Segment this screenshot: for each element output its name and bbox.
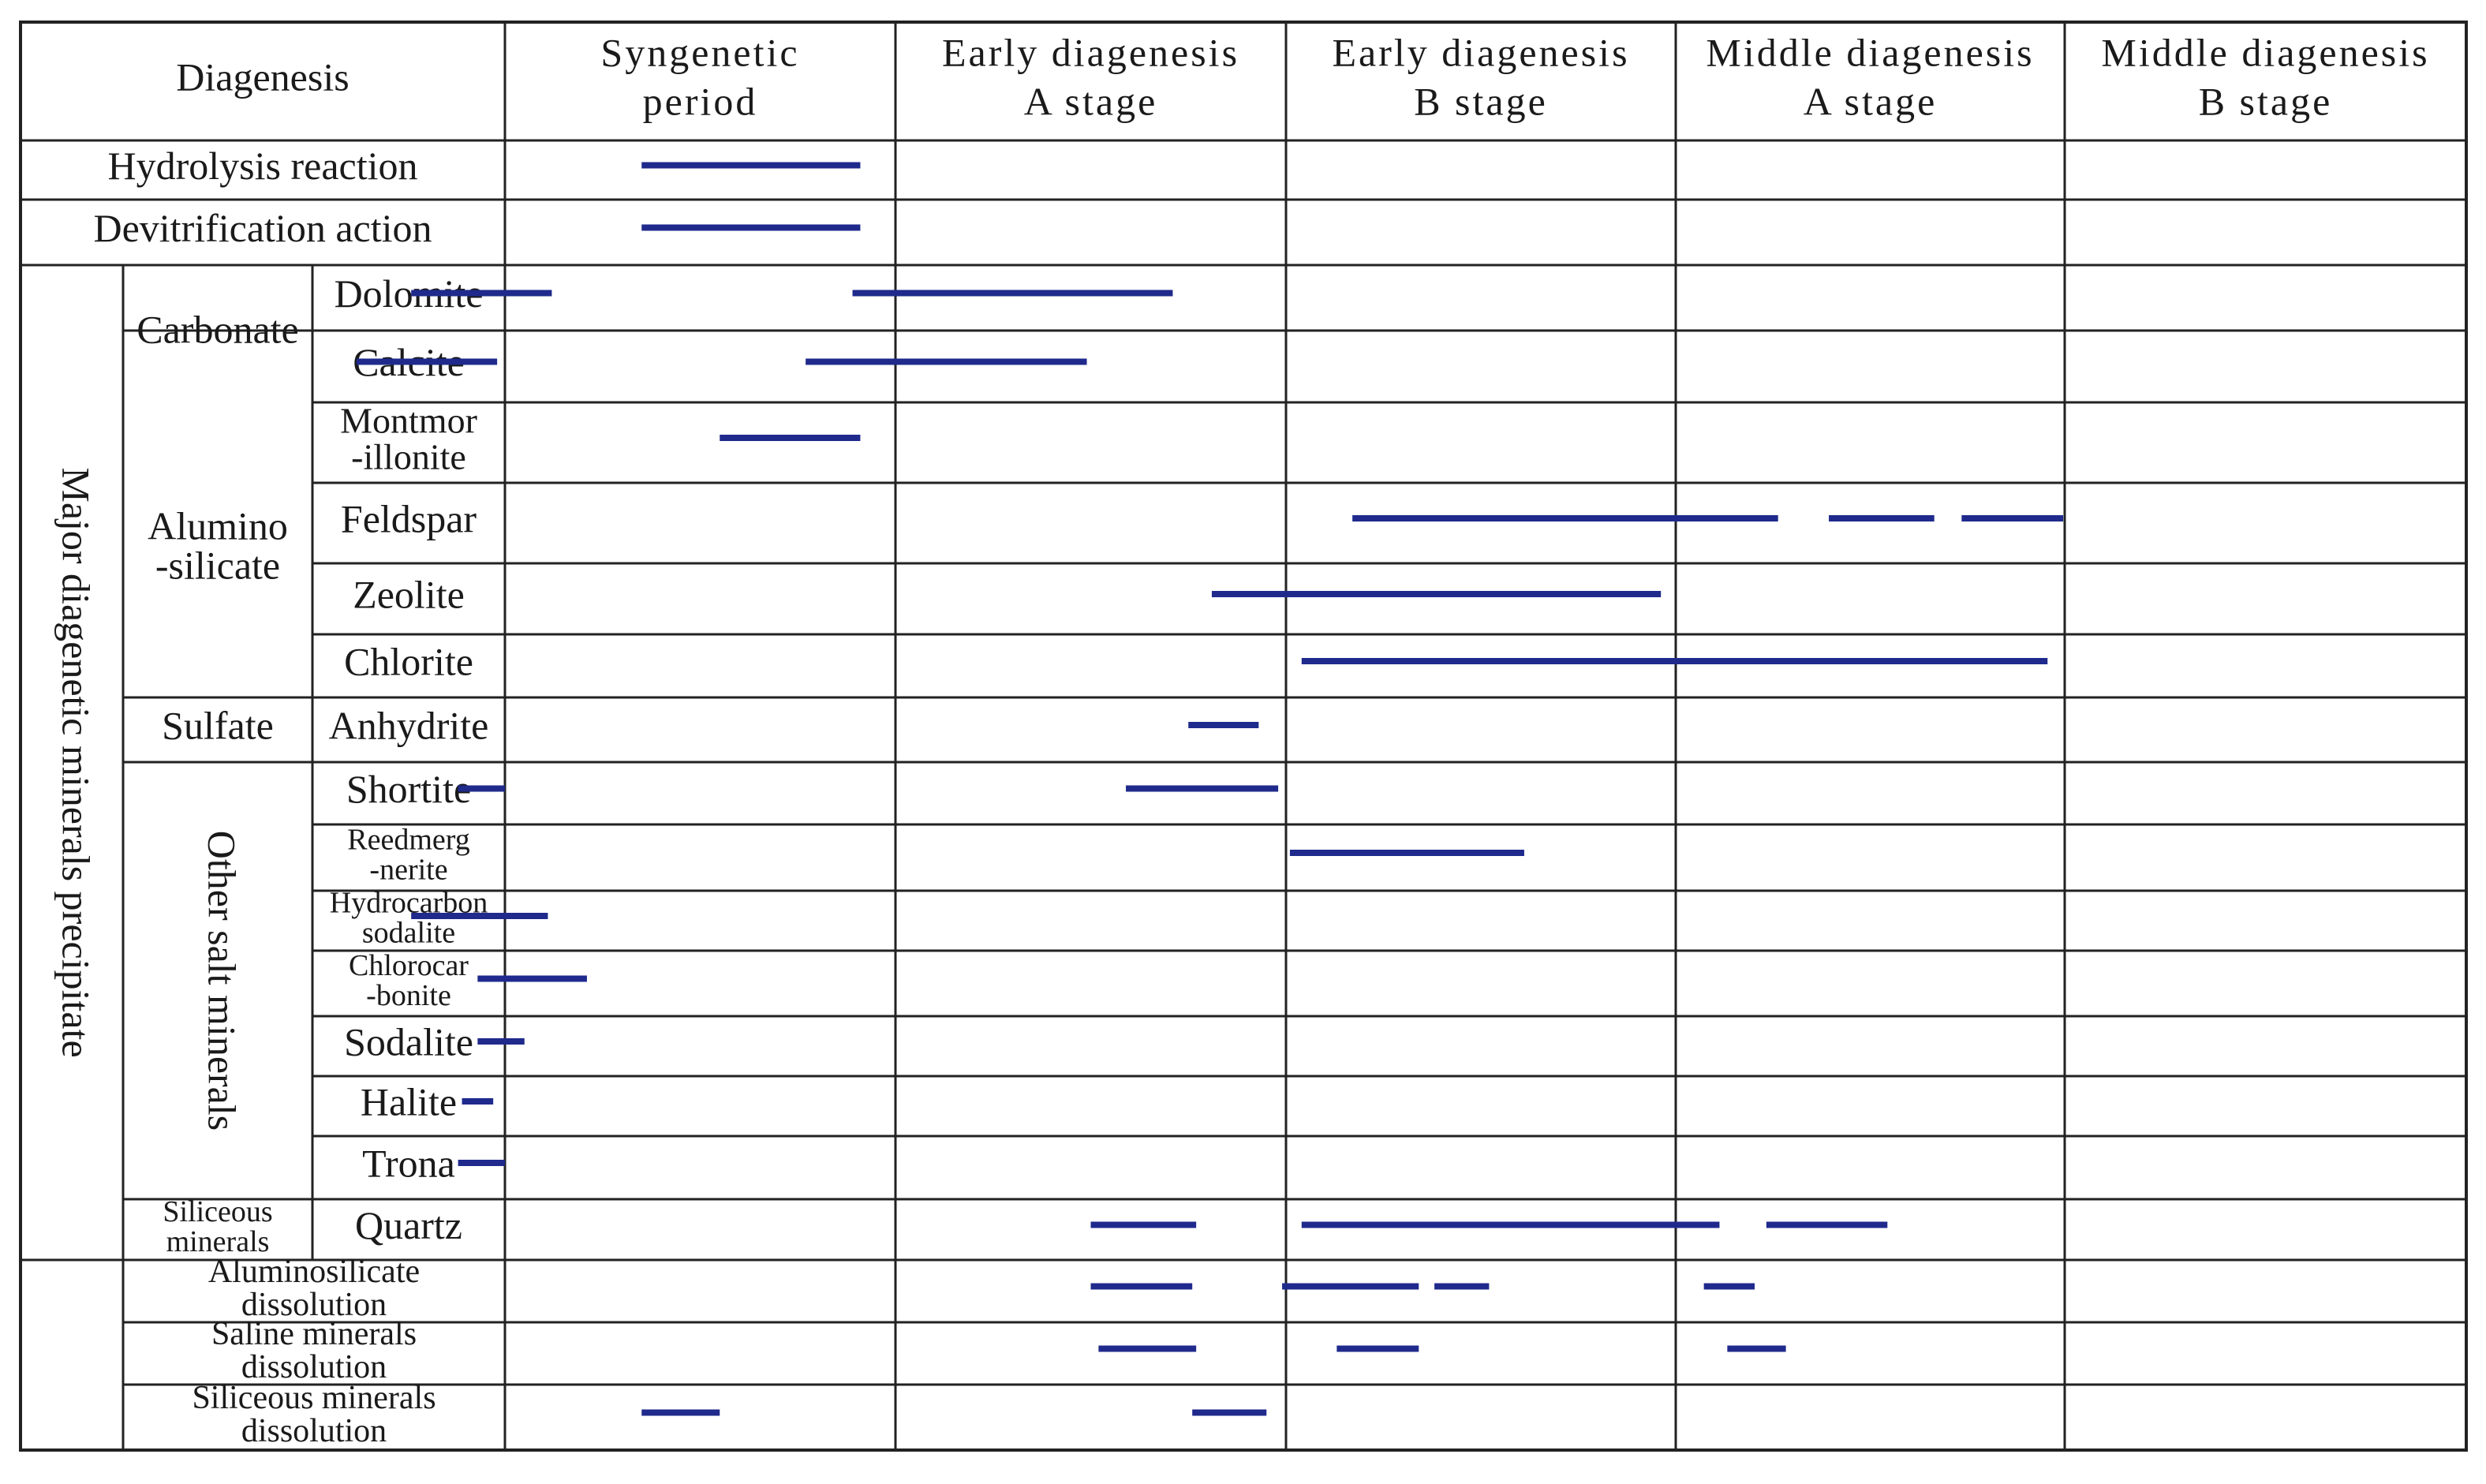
- group-aluminosilicate: -silicate: [155, 543, 280, 587]
- row-label: Siliceous minerals: [192, 1380, 436, 1416]
- row-label: Sodalite: [344, 1019, 473, 1063]
- row-label: dissolution: [241, 1413, 387, 1449]
- header-stage-2: A stage: [1024, 79, 1158, 123]
- row-label: Devitrification action: [93, 206, 432, 250]
- group-siliceous: Siliceous: [163, 1195, 272, 1228]
- row-label: Reedmerg: [347, 824, 469, 857]
- table-border: [19, 21, 2468, 1452]
- row-label: Chlorite: [344, 639, 473, 683]
- row-label: Shortite: [346, 767, 471, 811]
- row-label: dissolution: [241, 1349, 387, 1385]
- header-stage-3: B stage: [1414, 79, 1548, 123]
- group-siliceous: minerals: [166, 1225, 270, 1258]
- row-label: Aluminosilicate: [208, 1254, 420, 1290]
- row-label: Quartz: [355, 1203, 462, 1247]
- row-label: Montmor: [340, 401, 477, 441]
- header-stage-2: Early diagenesis: [942, 30, 1239, 74]
- header-diagenesis: Diagenesis: [176, 54, 349, 99]
- row-label: Halite: [361, 1079, 457, 1123]
- row-label: Trona: [362, 1141, 455, 1185]
- row-label: -bonite: [366, 979, 451, 1012]
- row-label: Chlorocar: [349, 949, 469, 982]
- row-label: Hydrolysis reaction: [108, 144, 418, 188]
- header-stage-1: Syngenetic: [600, 30, 799, 74]
- group-sulfate: Sulfate: [162, 703, 274, 747]
- row-label: Anhydrite: [329, 703, 489, 747]
- header-stage-5: B stage: [2199, 79, 2333, 123]
- row-label: Saline minerals: [211, 1316, 417, 1352]
- row-label: -illonite: [351, 437, 466, 477]
- group-aluminosilicate: Alumino: [148, 503, 288, 548]
- row-label: Feldspar: [341, 496, 477, 540]
- group-carbonate: Carbonate: [136, 307, 298, 351]
- row-label: Zeolite: [353, 572, 465, 616]
- row-label: -nerite: [369, 854, 447, 887]
- header-stage-1: period: [643, 79, 758, 123]
- row-label: dissolution: [241, 1287, 387, 1323]
- row-label: sodalite: [362, 917, 455, 950]
- header-stage-3: Early diagenesis: [1332, 30, 1629, 74]
- group-other-salt: Other salt minerals: [200, 831, 245, 1131]
- header-stage-4: A stage: [1804, 79, 1938, 123]
- header-stage-5: Middle diagenesis: [2101, 30, 2429, 74]
- group-major-precipitate: Major diagenetic minerals precipitate: [54, 467, 99, 1057]
- header-stage-4: Middle diagenesis: [1706, 30, 2034, 74]
